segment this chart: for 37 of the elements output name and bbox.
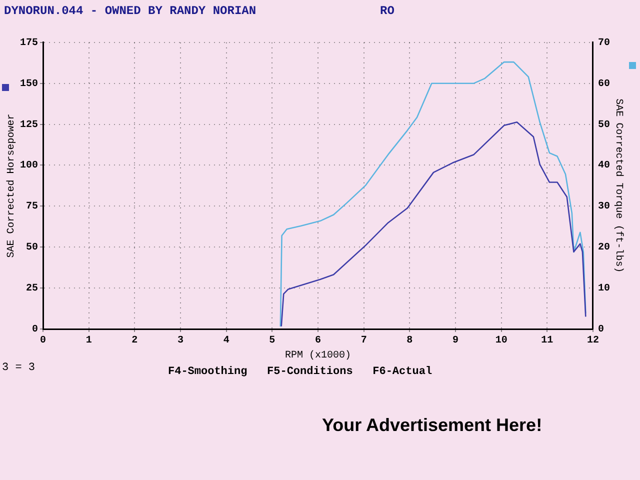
y-tick-label: 175 [20, 38, 38, 49]
x-tick-label: 11 [541, 336, 554, 347]
x-axis-title: RPM (x1000) [284, 350, 352, 362]
y2-tick-label: 70 [598, 38, 610, 49]
y2-tick-label: 10 [598, 284, 610, 295]
x-tick-label: 2 [132, 336, 138, 347]
x-tick-label: 12 [586, 336, 600, 347]
x-tick-label: 6 [314, 336, 322, 347]
x-tick-label: 0 [40, 336, 46, 347]
x-tick-label: 4 [223, 336, 230, 347]
chart-title: DYNORUN.044 - OWNED BY RANDY NORIAN [4, 4, 256, 18]
y2-tick-label: 0 [598, 324, 604, 336]
y2-tick-label: 50 [598, 120, 610, 131]
y-tick-label: 75 [26, 202, 38, 213]
text: Your Advertisement Here! [322, 415, 542, 436]
x-tick-label: 1 [86, 336, 92, 347]
text: F4-Smoothing F5-Conditions F6-Actual [168, 366, 432, 378]
x-tick-label: 10 [495, 336, 508, 347]
y2-tick-label: 40 [598, 160, 610, 172]
y2-axis-title: SAE Corrected Torque (ft-lbs) [612, 98, 624, 273]
y-tick-label: 125 [20, 120, 38, 131]
x-tick-label: 8 [406, 336, 413, 347]
x-tick-label: 3 [177, 336, 184, 347]
y-tick-label: 100 [20, 160, 38, 172]
y2-tick-label: 30 [598, 202, 610, 213]
y-tick-label: 25 [26, 284, 38, 295]
y-tick-label: 0 [32, 324, 38, 336]
y-tick-label: 50 [26, 242, 38, 254]
y-axis-title: SAE Corrected Horsepower [6, 114, 18, 258]
y2-tick-label: 60 [598, 78, 610, 90]
text: 3 = 3 [2, 362, 36, 374]
x-tick-label: 9 [452, 336, 459, 347]
y2-tick-label: 20 [598, 242, 610, 254]
text: RO [380, 4, 394, 18]
x-tick-label: 5 [269, 336, 276, 347]
y-tick-label: 150 [20, 78, 38, 90]
x-tick-label: 7 [360, 336, 367, 347]
